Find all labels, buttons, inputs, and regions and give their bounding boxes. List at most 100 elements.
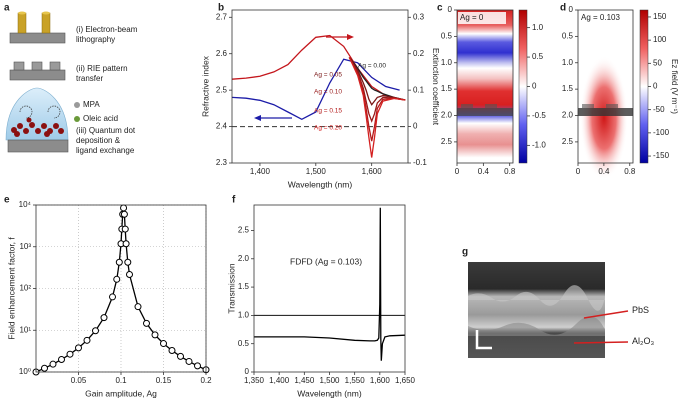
marker bbox=[41, 364, 48, 372]
marker bbox=[83, 336, 91, 344]
y-axis-label: Transmission bbox=[226, 263, 236, 313]
data-line bbox=[348, 57, 406, 158]
y2-tick-label: 50 bbox=[653, 58, 662, 67]
y2-tick-label: 0.2 bbox=[413, 49, 425, 58]
step-text: (iii) Quantum dot deposition & ligand ex… bbox=[76, 126, 136, 155]
panel-label: c bbox=[437, 3, 443, 14]
panel-label: f bbox=[232, 195, 236, 206]
schematic bbox=[5, 11, 80, 153]
marker bbox=[121, 225, 129, 233]
y-tick-label: 2.3 bbox=[216, 158, 228, 167]
y2-tick-label: 0.1 bbox=[413, 85, 425, 94]
field-map-c bbox=[457, 9, 528, 164]
x-axis-label: Wavelength (nm) bbox=[297, 388, 362, 398]
y-tick-label: 1.5 bbox=[441, 84, 453, 93]
y-tick-label: 0 bbox=[245, 367, 250, 376]
field-map-d bbox=[578, 9, 649, 180]
x-tick-label: 0.2 bbox=[200, 376, 212, 385]
x-tick-label: 0.1 bbox=[115, 376, 127, 385]
y-tick-label: 2.0 bbox=[562, 111, 574, 120]
x-tick-label: 1,450 bbox=[294, 376, 315, 385]
y2-tick-label: 1.0 bbox=[532, 23, 544, 32]
annotation-box bbox=[579, 12, 627, 24]
y-tick-label: 2.0 bbox=[238, 254, 250, 263]
plot-frame bbox=[231, 9, 409, 164]
y-tick-label: 2.5 bbox=[441, 137, 453, 146]
y-tick-label: 2.7 bbox=[216, 12, 228, 21]
y-tick-label: 2.5 bbox=[238, 226, 250, 235]
marker bbox=[120, 204, 128, 212]
panel-label: a bbox=[4, 3, 10, 14]
x-tick-label: 0 bbox=[576, 167, 581, 176]
x-tick-label: 1,400 bbox=[269, 376, 290, 385]
x-tick-label: 0.4 bbox=[598, 167, 610, 176]
marker bbox=[92, 327, 99, 335]
x-tick-label: 0.8 bbox=[624, 167, 636, 176]
x-tick-label: 0.15 bbox=[156, 376, 172, 385]
series-label: Ag = 0.15 bbox=[314, 108, 342, 115]
marker bbox=[194, 362, 201, 370]
x-tick-label: 1,600 bbox=[362, 167, 383, 176]
marker bbox=[58, 356, 65, 364]
marker bbox=[177, 352, 184, 360]
marker bbox=[113, 275, 121, 283]
series-label: Ag = 0.00 bbox=[358, 63, 386, 70]
marker bbox=[143, 319, 150, 327]
marker bbox=[49, 360, 57, 368]
marker bbox=[168, 347, 176, 355]
y-tick-label: 10² bbox=[19, 284, 31, 293]
y-tick-label: 2.5 bbox=[216, 85, 228, 94]
x-tick-label: 0.8 bbox=[504, 167, 516, 176]
x-tick-label: 1,650 bbox=[395, 376, 416, 385]
marker bbox=[124, 258, 132, 266]
y2-tick-label: -0.1 bbox=[413, 158, 427, 167]
data-line bbox=[348, 57, 406, 142]
x-tick-label: 1,600 bbox=[370, 376, 391, 385]
x-axis-label: Wavelength (nm) bbox=[288, 179, 353, 189]
y-axis-label: Field enhancement factor, f bbox=[6, 237, 16, 340]
y2-tick-label: -150 bbox=[653, 151, 670, 160]
data-line bbox=[348, 57, 406, 101]
series-label: Ag = 0.05 bbox=[314, 72, 342, 79]
y-tick-label: 10³ bbox=[19, 242, 31, 251]
x-tick-label: 1,500 bbox=[306, 167, 327, 176]
y-axis-label: Refractive index bbox=[200, 55, 210, 117]
y-tick-label: 0 bbox=[448, 5, 453, 14]
data-line bbox=[348, 57, 406, 106]
step-text: (i) Electron-beam lithography bbox=[76, 25, 138, 44]
y2-tick-label: -0.5 bbox=[532, 111, 546, 120]
y-tick-label: 1.0 bbox=[441, 58, 453, 67]
x-tick-label: 0.05 bbox=[71, 376, 87, 385]
y-tick-label: 1.5 bbox=[562, 84, 574, 93]
y2-tick-label: 0.3 bbox=[413, 12, 425, 21]
x-tick-label: 0.4 bbox=[478, 167, 490, 176]
data-line bbox=[254, 207, 405, 361]
y2-tick-label: 0 bbox=[532, 82, 537, 91]
plot-frame bbox=[253, 204, 406, 373]
y-tick-label: 1.0 bbox=[562, 58, 574, 67]
marker bbox=[134, 303, 142, 311]
micrograph bbox=[468, 262, 629, 358]
data-line bbox=[232, 34, 400, 100]
y-tick-label: 1.0 bbox=[238, 310, 250, 319]
x-tick-label: 1,500 bbox=[319, 376, 340, 385]
marker bbox=[122, 240, 130, 248]
marker bbox=[185, 357, 193, 365]
annotation: FDFD (Ag = 0.103) bbox=[290, 256, 362, 266]
y-tick-label: 2.5 bbox=[562, 137, 574, 146]
series-label: Ag = 0.20 bbox=[314, 125, 342, 132]
panel-label: g bbox=[462, 247, 468, 258]
y2-axis-label: Extinction coefficient bbox=[431, 48, 441, 126]
y-tick-label: 0.5 bbox=[441, 31, 453, 40]
step-text: (ii) RIE pattern transfer bbox=[76, 64, 128, 83]
x-tick-label: 1,400 bbox=[250, 167, 271, 176]
y-tick-label: 2.0 bbox=[441, 111, 453, 120]
x-tick-label: 1,350 bbox=[244, 376, 265, 385]
y2-tick-label: 0 bbox=[413, 122, 418, 131]
y-tick-label: 2.6 bbox=[216, 49, 228, 58]
annotation: Ag = 0.103 bbox=[581, 13, 620, 22]
y2-tick-label: 0.5 bbox=[532, 52, 544, 61]
y2-tick-label: -50 bbox=[653, 105, 665, 114]
